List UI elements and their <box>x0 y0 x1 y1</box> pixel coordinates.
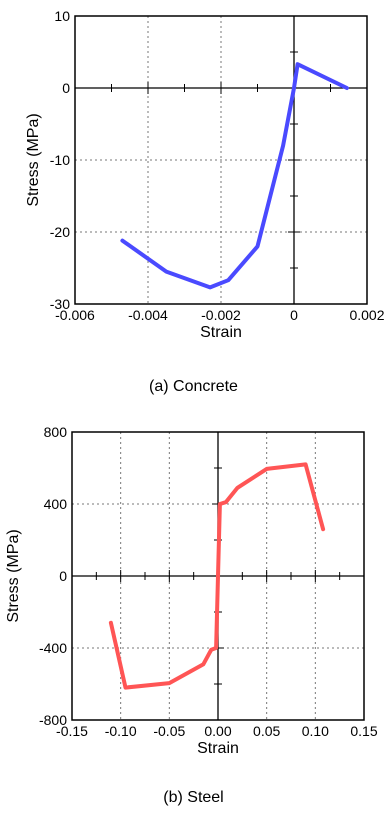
chart-steel-x-tick-label: 0.15 <box>350 723 377 739</box>
chart-steel-y-tick-label: 0 <box>59 568 67 584</box>
chart-concrete-y-tick-label: 10 <box>54 8 70 24</box>
chart-concrete-series-line <box>120 62 349 290</box>
chart-steel-x-tick-label: 0.10 <box>302 723 329 739</box>
chart-steel-series-line <box>108 462 326 690</box>
chart-steel-x-tick-label: -0.05 <box>153 723 185 739</box>
chart-steel-x-tick-label: -0.10 <box>105 723 137 739</box>
chart-concrete-x-tick-label: -0.004 <box>128 307 168 323</box>
chart-concrete-y-tick-label: -20 <box>50 224 70 240</box>
chart-concrete-y-tick-label: -10 <box>50 152 70 168</box>
chart-steel-y-tick-label: -800 <box>39 712 67 728</box>
steel-chart-caption: (b) Steel <box>163 789 224 806</box>
chart-concrete-x-tick-label: -0.002 <box>201 307 241 323</box>
chart-concrete-x-tick-label: -0.006 <box>55 307 95 323</box>
chart-concrete-x-tick-label: 0 <box>290 307 298 323</box>
chart-concrete-y-tick-label: -30 <box>50 296 70 312</box>
chart-steel-y-axis-title: Stress (MPa) <box>5 529 22 622</box>
chart-steel-x-axis-title: Strain <box>197 740 239 757</box>
chart-concrete-y-axis-title: Stress (MPa) <box>25 113 42 206</box>
chart-concrete-plot-frame <box>74 15 368 305</box>
chart-steel-y-tick-label: -400 <box>39 640 67 656</box>
concrete-stress-strain-chart: -0.006 -0.004 -0.002 0 0.002 -30 -20 -10 0 10 Stra… <box>25 8 385 340</box>
chart-steel-x-tick-label: 0.05 <box>253 723 280 739</box>
chart-steel-y-tick-label: 400 <box>44 496 68 512</box>
chart-concrete-x-tick-label: 0.002 <box>349 307 384 323</box>
chart-steel-x-tick-label: 0.00 <box>204 723 231 739</box>
concrete-chart-caption: (a) Concrete <box>149 378 238 395</box>
chart-concrete-x-axis-title: Strain <box>200 324 242 340</box>
chart-steel-x-tick-label: -0.15 <box>56 723 88 739</box>
chart-concrete-y-tick-label: 0 <box>62 80 70 96</box>
chart-steel-y-tick-label: 800 <box>44 424 68 440</box>
steel-stress-strain-chart: -0.15 -0.10 -0.05 0.00 0.05 0.10 0.15 -800 -400 0… <box>5 424 378 757</box>
